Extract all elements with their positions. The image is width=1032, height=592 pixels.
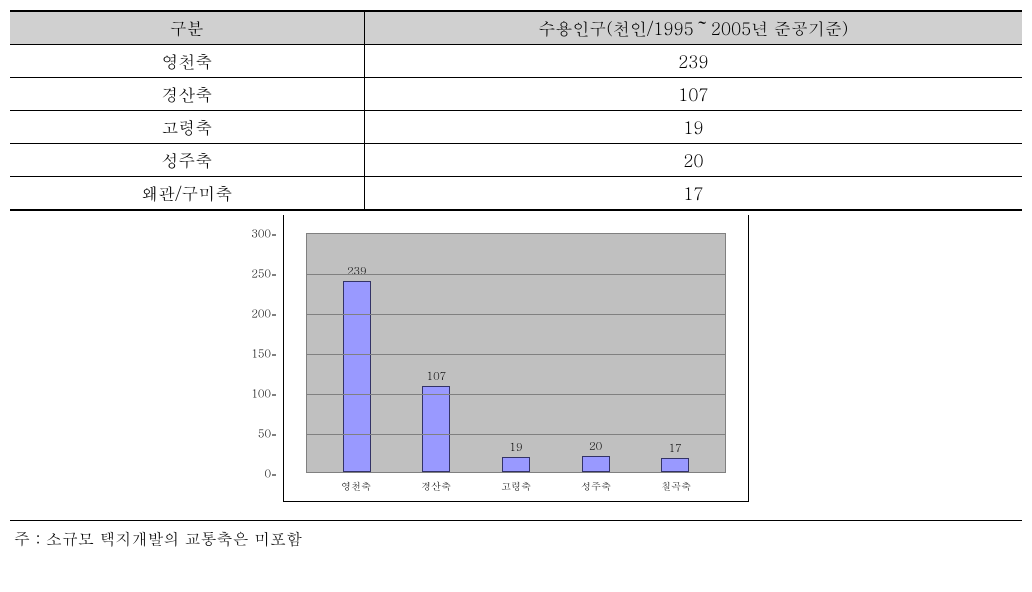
gridline [307,274,725,275]
bar-slot: 17 [635,234,715,472]
table-cell: 왜관/구미축 [10,177,364,211]
bar-value-label: 17 [669,441,682,456]
bar [582,456,610,472]
table-cell: 17 [364,177,1022,211]
x-axis-labels: 영천축경산축고령축성주축칠곡축 [306,473,726,493]
bar [422,386,450,472]
y-tick-label: 100 [241,387,271,402]
bar-slot: 20 [556,234,636,472]
gridline [307,434,725,435]
bar-value-label: 239 [347,264,367,279]
table-cell: 경산축 [10,78,364,111]
bar [661,458,689,472]
table-row: 왜관/구미축17 [10,177,1022,211]
table-cell: 107 [364,78,1022,111]
table-row: 성주축20 [10,144,1022,177]
chart-box: 050100150200250300 239107192017 영천축경산축고령… [283,215,749,502]
y-tick-label: 300 [241,227,271,242]
col-header-population: 수용인구(천인/1995～2005년 준공기준) [364,11,1022,45]
bar-value-label: 20 [589,439,602,454]
table-cell: 20 [364,144,1022,177]
bar [343,281,371,472]
bar [502,457,530,472]
table-row: 경산축107 [10,78,1022,111]
table-cell: 영천축 [10,45,364,78]
y-tick-label: 250 [241,267,271,282]
chart-container: 0 50 100 150 200 250 300 239 107 19 20 17 영천축경산축고령… [10,215,1022,502]
table-cell: 성주축 [10,144,364,177]
bars-group: 239 107 19 20 17 [307,234,725,472]
gridline [307,394,725,395]
table-cell: 고령축 [10,111,364,144]
bar-chart: 050100150200250300 239107192017 [306,233,726,473]
table-cell: 239 [364,45,1022,78]
footnote-text: 주 : 소규모 택지개발의 교통축은 미포함 [10,527,1022,550]
x-tick-label: 성주축 [556,479,636,493]
y-tick-label: 0 [241,467,271,482]
table-cell: 19 [364,111,1022,144]
x-tick-label: 칠곡축 [636,479,716,493]
table-row: 고령축19 [10,111,1022,144]
x-tick-label: 경산축 [396,479,476,493]
gridline [307,354,725,355]
gridline [307,314,725,315]
bar-slot: 239 [317,234,397,472]
col-header-category: 구분 [10,11,364,45]
x-tick-label: 영천축 [316,479,396,493]
bar-value-label: 107 [427,369,447,384]
bar-slot: 107 [397,234,477,472]
table-row: 영천축239 [10,45,1022,78]
y-tick-label: 150 [241,347,271,362]
bar-value-label: 19 [509,440,522,455]
y-tick-label: 50 [241,427,271,442]
footnote-divider [10,520,1022,521]
population-table: 구분 수용인구(천인/1995～2005년 준공기준) 영천축239경산축107… [10,10,1022,211]
bar-slot: 19 [476,234,556,472]
x-tick-label: 고령축 [476,479,556,493]
y-tick-label: 200 [241,307,271,322]
